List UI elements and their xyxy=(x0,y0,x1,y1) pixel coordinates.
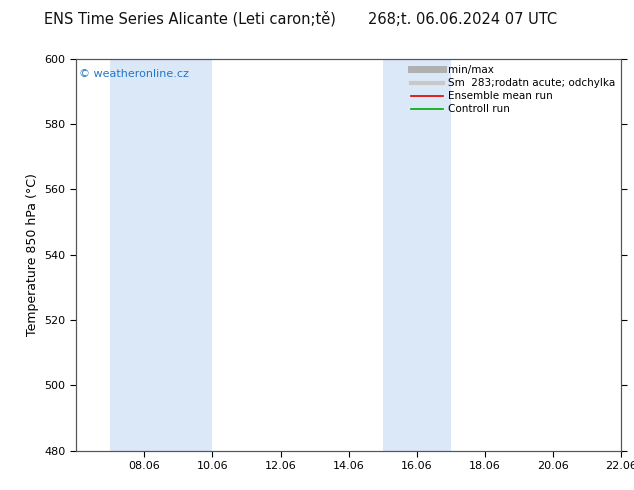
Bar xyxy=(110,59,212,451)
Y-axis label: Temperature 850 hPa (°C): Temperature 850 hPa (°C) xyxy=(26,173,39,336)
Text: © weatheronline.cz: © weatheronline.cz xyxy=(79,69,189,78)
Text: ENS Time Series Alicante (Leti caron;tě): ENS Time Series Alicante (Leti caron;tě) xyxy=(44,11,336,27)
Bar xyxy=(383,59,451,451)
Text: 268;t. 06.06.2024 07 UTC: 268;t. 06.06.2024 07 UTC xyxy=(368,12,557,27)
Legend: min/max, Sm  283;rodatn acute; odchylka, Ensemble mean run, Controll run: min/max, Sm 283;rodatn acute; odchylka, … xyxy=(407,61,619,119)
